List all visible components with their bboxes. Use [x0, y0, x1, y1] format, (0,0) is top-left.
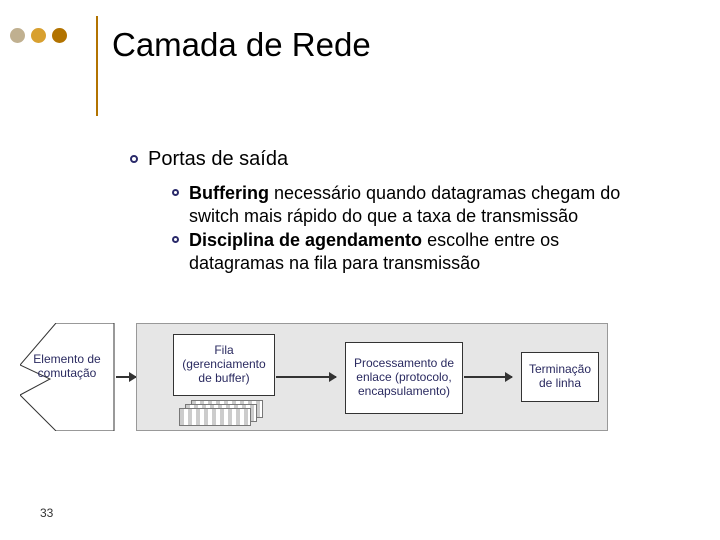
page-title: Camada de Rede	[112, 26, 371, 64]
sub-bullet-1-bold: Buffering	[189, 183, 269, 203]
bullet-marker-icon	[172, 236, 179, 243]
header-dots	[10, 28, 67, 43]
queue-box: Fila (gerenciamento de buffer)	[173, 334, 275, 396]
bullet-marker-icon	[130, 155, 138, 163]
buffer-stack-icon	[179, 400, 267, 426]
slide-header	[10, 28, 79, 43]
line-termination-box: Terminação de linha	[521, 352, 599, 402]
pipeline-box: Fila (gerenciamento de buffer) Processam…	[136, 323, 608, 431]
link-processing-box: Processamento de enlace (protocolo, enca…	[345, 342, 463, 414]
dot-2	[31, 28, 46, 43]
sub-bullet-1-text: Buffering necessário quando datagramas c…	[189, 182, 642, 227]
page-number: 33	[40, 506, 53, 520]
dot-1	[10, 28, 25, 43]
arrow-icon	[464, 376, 512, 378]
sub-bullet-2-bold: Disciplina de agendamento	[189, 230, 422, 250]
sub-bullet-list: Buffering necessário quando datagramas c…	[172, 182, 642, 276]
link-processing-label: Processamento de enlace (protocolo, enca…	[346, 357, 462, 398]
switching-element-label: Elemento de comutação	[32, 353, 102, 381]
dot-3	[52, 28, 67, 43]
sub-bullet-2-text: Disciplina de agendamento escolhe entre …	[189, 229, 642, 274]
line-termination-label: Terminação de linha	[522, 363, 598, 391]
main-bullet-text: Portas de saída	[148, 148, 288, 171]
sub-bullet-1: Buffering necessário quando datagramas c…	[172, 182, 642, 227]
arrow-icon	[116, 376, 136, 378]
bullet-marker-icon	[172, 189, 179, 196]
main-bullet: Portas de saída	[130, 148, 288, 171]
arrow-icon	[276, 376, 336, 378]
header-divider	[96, 16, 98, 116]
sub-bullet-2: Disciplina de agendamento escolhe entre …	[172, 229, 642, 274]
output-port-diagram: Elemento de comutação Fila (gerenciament…	[20, 323, 620, 431]
queue-label: Fila (gerenciamento de buffer)	[174, 344, 274, 385]
switching-element-shape: Elemento de comutação	[20, 323, 120, 431]
